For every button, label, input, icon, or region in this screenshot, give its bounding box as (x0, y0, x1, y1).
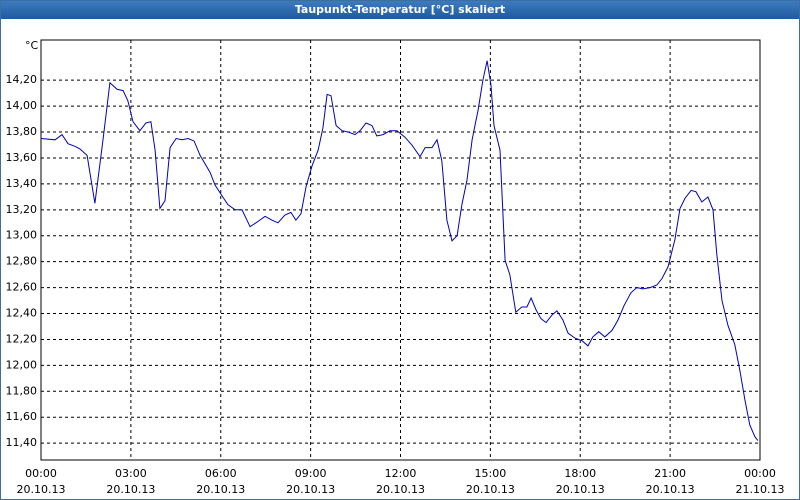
x-tick-label: 00:00 20.10.13 (16, 467, 66, 496)
y-tick-label: 12,00 (6, 358, 38, 371)
y-tick-label: 14,20 (6, 73, 38, 86)
y-tick-label: 12,20 (6, 332, 38, 345)
line-series (40, 60, 759, 441)
x-tick-label: 15:00 20.10.13 (465, 467, 515, 496)
y-tick-label: 11,60 (6, 410, 38, 423)
x-tick-label: 21:00 20.10.13 (645, 467, 695, 496)
x-tick-label: 12:00 20.10.13 (376, 467, 425, 496)
y-tick-label: 11,80 (6, 384, 38, 397)
y-tick-label: 13,60 (6, 151, 38, 164)
y-tick-label: 11,40 (6, 436, 38, 449)
y-tick-label: 13,40 (6, 177, 38, 190)
y-axis-label: °C (25, 39, 39, 52)
x-tick-label: 06:00 20.10.13 (196, 467, 246, 496)
plot-frame (40, 39, 761, 461)
y-tick-label: 13,20 (6, 203, 38, 216)
chart-title: Taupunkt-Temperatur [°C] skaliert (1, 1, 799, 19)
y-tick-label: 13,00 (6, 229, 38, 242)
x-tick-label: 00:00 21.10.13 (735, 467, 785, 496)
y-tick-label: 13,80 (6, 125, 38, 138)
y-tick-label: 12,60 (6, 281, 38, 294)
x-tick-label: 03:00 20.10.13 (106, 467, 156, 496)
x-tick-label: 09:00 20.10.13 (286, 467, 336, 496)
x-tick-label: 18:00 20.10.13 (555, 467, 605, 496)
y-tick-label: 12,80 (6, 255, 38, 268)
y-tick-label: 14,00 (6, 99, 38, 112)
y-tick-label: 12,40 (6, 307, 38, 320)
